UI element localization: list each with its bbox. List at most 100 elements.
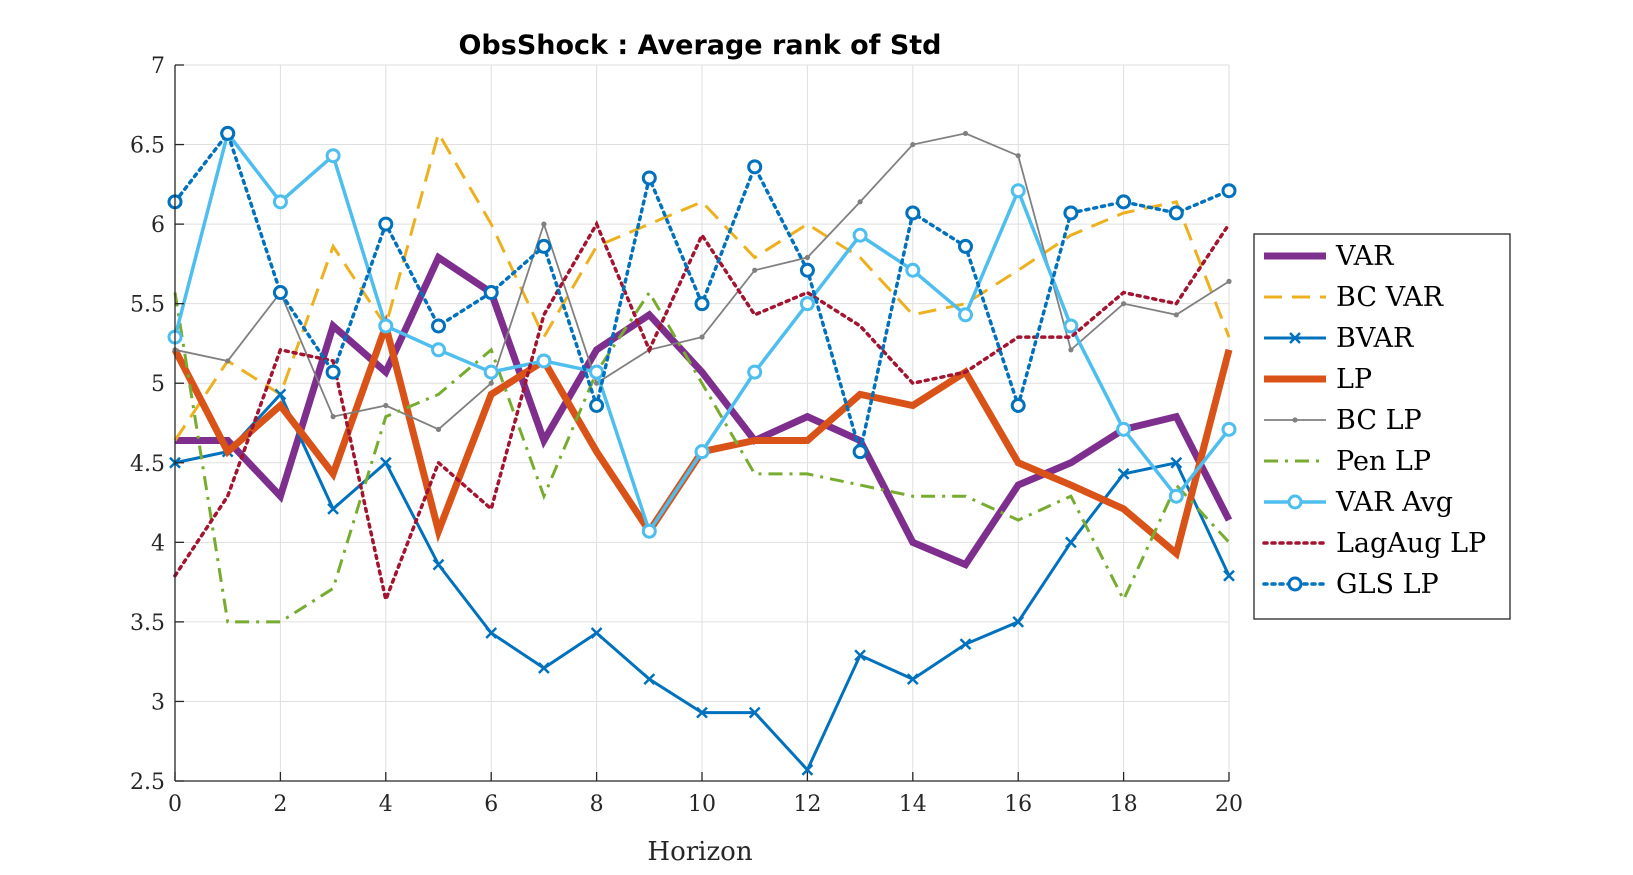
data-point-marker [327,503,339,515]
data-point-marker [379,456,392,469]
data-point-marker [1170,456,1183,469]
grid-lines [174,64,1230,782]
data-point-marker [1287,576,1303,592]
data-point-marker [590,627,603,639]
data-point-marker [325,148,341,164]
legend-item: BC LP [1264,405,1422,436]
x-axis-label: Horizon [647,837,752,867]
legend-item: LP [1264,364,1372,395]
legend: VAR BC VAR BVAR LP BC LP Pen LP VAR Avg LagAug … [1253,233,1511,620]
data-point-marker [1168,488,1184,504]
data-point-marker [906,673,919,686]
data-point-marker [696,706,708,719]
y-tick-label: 4.5 [130,452,165,477]
legend-label: LagAug LP [1336,528,1486,559]
data-point-marker [1063,318,1079,334]
legend-item: GLS LP [1262,569,1439,600]
x-tick-label: 10 [688,792,716,817]
series-bc-var [173,129,1231,442]
data-point-marker [485,627,498,639]
data-point-marker [905,262,921,278]
x-tick-label: 8 [590,792,604,817]
data-point-marker [1012,616,1025,628]
data-point-marker [857,199,863,205]
data-point-marker [541,221,547,227]
legend-label: VAR [1335,241,1394,272]
data-point-marker [852,444,868,460]
x-tick-label: 2 [273,792,287,817]
data-point-marker [694,444,710,460]
data-point-marker [1226,278,1232,284]
data-point-marker [1116,194,1132,210]
data-point-marker [748,706,761,719]
data-point-marker [488,380,494,386]
x-tick-label: 18 [1110,792,1138,817]
data-point-marker [852,227,868,243]
y-tick-label: 3.5 [130,611,165,636]
legend-item: VAR Avg [1264,487,1453,518]
x-tick-label: 16 [1004,792,1032,817]
data-point-marker [274,388,287,401]
data-point-marker [225,358,231,364]
data-point-marker [641,170,657,186]
data-point-marker [1117,468,1130,480]
data-point-marker [1063,205,1079,221]
y-tick-label: 6.5 [130,134,165,159]
data-point-marker [910,141,916,148]
data-point-marker [589,397,605,413]
legend-label: Pen LP [1336,446,1431,477]
data-point-marker [483,285,499,301]
legend-item: VAR [1264,241,1394,272]
data-point-marker [643,673,656,686]
data-point-marker [594,380,600,386]
data-point-marker [958,238,973,254]
series-gls-lp [167,125,1237,460]
data-point-marker [1010,183,1026,199]
data-point-marker [694,296,710,312]
y-tick-label: 5 [151,372,165,397]
legend-label: BVAR [1336,323,1414,354]
series-line [173,220,1231,606]
x-tick-label: 12 [793,792,821,817]
data-point-marker [1015,153,1021,159]
data-point-marker [220,125,236,141]
legend-label: LP [1336,364,1372,395]
data-point-marker [538,662,550,674]
series-line [173,289,1231,624]
data-point-marker [959,638,972,651]
series-lines [167,125,1237,776]
data-point-marker [383,402,389,409]
data-point-marker [1065,536,1077,549]
data-point-marker [747,364,763,380]
series-lagaug-lp [173,220,1231,606]
y-tick-label: 5.5 [130,293,165,318]
legend-label: GLS LP [1336,569,1439,600]
legend-item: BVAR [1264,323,1414,354]
x-tick-label: 6 [484,792,498,817]
axes: 0 2 4 6 8 10 12 14 16 18 20 2.5 3 3.5 4 4.5 5 5.5 6 6.5 7 [130,54,1243,817]
data-point-marker [272,285,288,301]
series-line [173,129,1231,442]
legend-item: Pen LP [1264,446,1431,477]
series-line [175,252,1233,569]
data-point-marker [641,523,657,539]
data-point-marker [1116,421,1132,437]
data-point-marker [804,254,811,261]
data-point-marker [854,649,866,662]
legend-label: VAR Avg [1335,487,1453,518]
data-point-marker [1292,417,1298,423]
legend-label: BC LP [1336,405,1422,436]
data-point-marker [1221,421,1237,437]
data-point-marker [699,334,705,340]
data-point-marker [799,296,815,312]
y-tick-label: 7 [151,54,165,79]
data-point-marker [378,318,394,334]
x-tick-label: 14 [899,792,927,817]
data-point-marker [589,364,605,380]
data-point-marker [747,159,763,175]
data-point-marker [1221,183,1237,199]
data-point-marker [1289,332,1301,344]
data-point-marker [799,262,815,278]
series-pen-lp [173,289,1231,624]
data-point-marker [435,426,442,432]
